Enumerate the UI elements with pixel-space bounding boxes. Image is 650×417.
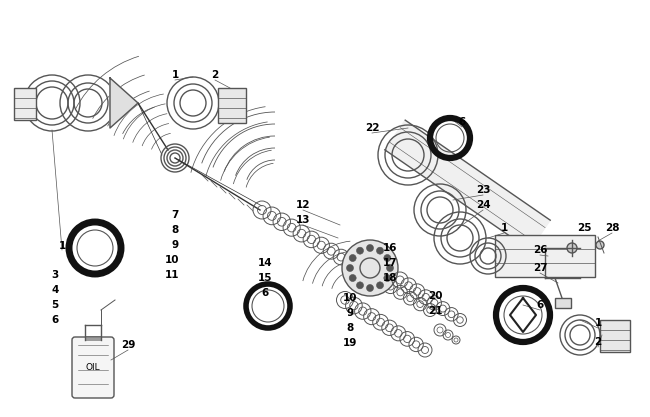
FancyBboxPatch shape — [218, 88, 246, 123]
Text: 6: 6 — [51, 315, 58, 325]
Text: 27: 27 — [533, 263, 547, 273]
Text: 1: 1 — [594, 318, 602, 328]
Text: 2: 2 — [211, 70, 218, 80]
Text: 19: 19 — [343, 338, 358, 348]
Text: 15: 15 — [258, 273, 272, 283]
Text: 21: 21 — [428, 306, 442, 316]
Circle shape — [356, 247, 363, 254]
Circle shape — [376, 282, 384, 289]
Text: 9: 9 — [172, 240, 179, 250]
FancyBboxPatch shape — [600, 320, 630, 352]
Text: 12: 12 — [296, 200, 310, 210]
Circle shape — [367, 284, 374, 291]
Text: 28: 28 — [604, 223, 619, 233]
Text: 1: 1 — [172, 70, 179, 80]
Circle shape — [349, 254, 356, 261]
Text: 24: 24 — [476, 200, 490, 210]
Text: 20: 20 — [428, 291, 442, 301]
Circle shape — [384, 274, 391, 281]
FancyBboxPatch shape — [72, 337, 114, 398]
FancyBboxPatch shape — [555, 298, 571, 308]
Text: 8: 8 — [346, 323, 354, 333]
Text: 1: 1 — [58, 241, 66, 251]
Text: 11: 11 — [164, 270, 179, 280]
Text: 6: 6 — [458, 117, 465, 127]
Circle shape — [387, 264, 393, 271]
Polygon shape — [110, 78, 138, 128]
Circle shape — [384, 254, 391, 261]
Text: 6: 6 — [261, 288, 268, 298]
Text: 2: 2 — [594, 337, 602, 347]
Circle shape — [567, 243, 577, 253]
Text: 13: 13 — [296, 215, 310, 225]
Text: 17: 17 — [383, 258, 397, 268]
Text: 16: 16 — [383, 243, 397, 253]
Text: 1: 1 — [500, 223, 508, 233]
Circle shape — [356, 282, 363, 289]
Text: OIL: OIL — [86, 362, 100, 372]
Text: 25: 25 — [577, 223, 592, 233]
Circle shape — [367, 244, 374, 251]
Text: 29: 29 — [121, 340, 135, 350]
Text: 6: 6 — [536, 300, 543, 310]
Circle shape — [349, 274, 356, 281]
Text: 10: 10 — [343, 293, 358, 303]
Text: 4: 4 — [51, 285, 58, 295]
Text: 23: 23 — [476, 185, 490, 195]
Text: 18: 18 — [383, 273, 397, 283]
Text: 22: 22 — [365, 123, 379, 133]
Polygon shape — [385, 120, 550, 250]
Text: 10: 10 — [164, 255, 179, 265]
Text: 9: 9 — [346, 308, 354, 318]
Text: 5: 5 — [51, 300, 58, 310]
FancyBboxPatch shape — [14, 88, 36, 120]
Text: 14: 14 — [257, 258, 272, 268]
Text: 7: 7 — [172, 210, 179, 220]
FancyBboxPatch shape — [495, 235, 595, 277]
Text: 3: 3 — [51, 270, 58, 280]
Circle shape — [342, 240, 398, 296]
Text: 8: 8 — [172, 225, 179, 235]
Circle shape — [596, 241, 604, 249]
Text: 26: 26 — [533, 245, 547, 255]
Circle shape — [346, 264, 354, 271]
Circle shape — [376, 247, 384, 254]
